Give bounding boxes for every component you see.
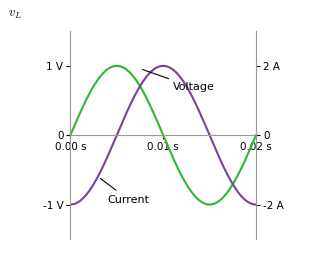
Text: $v_L$: $v_L$ <box>8 8 21 21</box>
Text: Voltage: Voltage <box>143 70 214 92</box>
Text: Current: Current <box>100 178 149 205</box>
